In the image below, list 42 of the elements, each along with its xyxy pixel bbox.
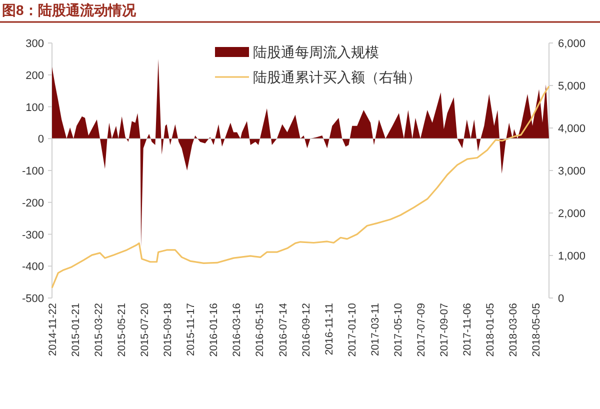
- x-tick-label: 2014-11-22: [47, 302, 59, 356]
- y-tick-label: -400: [22, 261, 44, 274]
- y2-tick-label: 3,000: [558, 166, 586, 178]
- y-tick-label: -300: [22, 229, 44, 242]
- x-tick-label: 2017-03-11: [369, 302, 382, 356]
- x-tick-label: 2015-11-17: [185, 302, 198, 356]
- y2-tick-label: 2,000: [558, 208, 586, 220]
- chart-title: 图8：陆股通流动情况: [2, 2, 137, 18]
- y-tick-label: 200: [26, 70, 44, 82]
- legend-label: 陆股通累计买入额（右轴）: [253, 69, 421, 85]
- x-tick-label: 2017-09-07: [438, 302, 450, 357]
- y2-tick-label: 4,000: [558, 123, 586, 135]
- x-tick-label: 2016-05-15: [254, 302, 266, 357]
- y-tick-label: -100: [22, 166, 44, 178]
- y2-tick-label: 1,000: [558, 250, 586, 262]
- legend-label: 陆股通每周流入规模: [253, 44, 379, 60]
- y-tick-label: -500: [22, 293, 44, 305]
- y-tick-label: 300: [26, 38, 44, 50]
- y2-tick-label: 6,000: [558, 38, 586, 50]
- y-tick-label: 0: [38, 134, 44, 146]
- x-tick-label: 2015-09-18: [162, 302, 174, 357]
- x-tick-label: 2015-03-22: [93, 302, 106, 357]
- x-tick-label: 2017-05-10: [392, 302, 404, 357]
- x-tick-label: 2016-03-16: [231, 302, 244, 357]
- x-tick-label: 2016-09-12: [300, 302, 312, 357]
- line-series: [51, 86, 550, 289]
- y2-tick-label: 5,000: [558, 80, 586, 92]
- x-tick-label: 2015-07-20: [139, 302, 152, 357]
- x-tick-label: 2015-01-21: [70, 302, 82, 357]
- x-tick-label: 2016-07-14: [277, 302, 290, 357]
- y-tick-label: 100: [26, 102, 44, 114]
- x-tick-label: 2017-01-10: [346, 302, 358, 357]
- x-tick-label: 2015-05-21: [116, 302, 128, 357]
- x-tick-label: 2016-01-16: [208, 302, 220, 357]
- x-tick-label: 2018-03-06: [508, 302, 520, 357]
- x-tick-label: 2018-05-05: [530, 302, 543, 357]
- y-tick-label: -200: [22, 197, 44, 210]
- x-tick-label: 2017-07-09: [415, 302, 428, 357]
- x-tick-label: 2017-11-06: [461, 302, 474, 356]
- x-tick-label: 2018-01-05: [484, 302, 497, 357]
- x-tick-label: 2016-11-11: [323, 302, 336, 356]
- y2-tick-label: 0: [558, 293, 564, 305]
